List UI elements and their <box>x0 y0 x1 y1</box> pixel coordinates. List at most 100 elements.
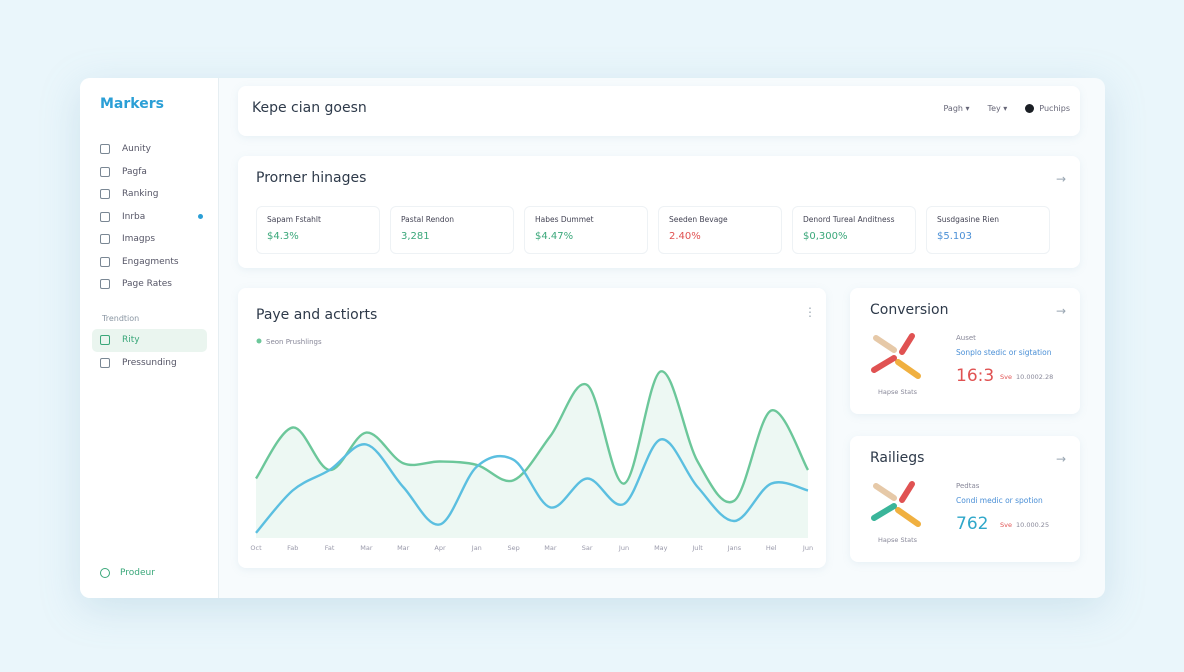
nav-icon <box>100 335 110 346</box>
nav-label: Pagfa <box>122 166 147 177</box>
line <box>255 438 809 534</box>
x-tick-label: Apr <box>434 544 446 552</box>
nav-item[interactable]: Imagps <box>92 228 207 251</box>
nav-label: Rity <box>122 335 140 346</box>
x-tick-label: Jult <box>691 544 703 552</box>
kpi: Sapam Fstahlt $4.3% <box>256 206 380 254</box>
caption: Hapse Stats <box>878 388 918 396</box>
kpi-value: 3,281 <box>401 231 430 242</box>
nav-item[interactable]: Page Rates <box>92 273 207 296</box>
x-tick-label: Mar <box>397 544 410 552</box>
nav-icon <box>100 211 110 222</box>
nav-icon <box>100 279 110 290</box>
dropdown[interactable]: Tey ▾ <box>987 104 1008 113</box>
side-card: Railiegs → Pedtas Condi medic or spotion 762… <box>850 436 1080 562</box>
badge <box>198 214 203 220</box>
card-title: Conversion <box>870 302 949 318</box>
kpi: Habes Dummet $4.47% <box>524 206 648 254</box>
user-menu[interactable]: Puchips <box>1025 104 1070 113</box>
kpi-value: $4.47% <box>535 231 574 242</box>
x-tick-label: Fat <box>325 544 335 552</box>
avatar <box>1025 104 1035 113</box>
nav-icon <box>100 357 110 368</box>
x-tick-label: Jans <box>727 544 742 552</box>
kpi-label: Susdgasine Rien <box>937 215 999 224</box>
nav-label: Imagps <box>122 234 156 245</box>
nav-item[interactable]: Pagfa <box>92 161 207 184</box>
big-number: 762 <box>956 514 989 534</box>
x-tick-label: Hel <box>766 544 777 552</box>
legend-label: Seon Prushlings <box>266 338 322 346</box>
kpi-label: Habes Dummet <box>535 215 594 224</box>
tag: Sve <box>1000 373 1012 381</box>
dropdown[interactable]: Pagh ▾ <box>943 104 970 113</box>
kpi-label: Pastal Rendon <box>401 215 455 224</box>
icon <box>871 481 921 527</box>
nav-label: Inrba <box>122 211 146 222</box>
icon <box>871 333 921 379</box>
caption: Hapse Stats <box>878 536 918 544</box>
sidebar: Markers Aunity Pagfa Ranking Inrba Imagps Eng… <box>80 78 219 598</box>
x-tick-label: Jun <box>802 544 813 552</box>
nav-icon <box>100 166 110 177</box>
link[interactable]: Sonplo stedic or sigtation <box>956 348 1052 357</box>
kpi-label: Sapam Fstahlt <box>267 215 321 224</box>
x-tick-label: Oct <box>250 544 262 552</box>
page-title: Kepe cian goesn <box>252 100 367 116</box>
nav-label: Page Rates <box>122 279 172 290</box>
nav-item[interactable]: Engagments <box>92 251 207 274</box>
card-title: Railiegs <box>870 450 925 466</box>
kpi: Seeden Bevage 2.40% <box>658 206 782 254</box>
nav-icon <box>100 234 110 245</box>
nav: Aunity Pagfa Ranking Inrba Imagps Engagments P… <box>92 138 207 296</box>
meta: 10.000.25 <box>1016 521 1050 529</box>
arrow-button[interactable]: → <box>1055 304 1066 318</box>
x-tick-label: Sar <box>582 544 593 552</box>
label: Auset <box>956 334 976 342</box>
nav-item[interactable]: Pressunding <box>92 352 207 375</box>
brand[interactable]: Markers <box>100 96 164 112</box>
side-card: Conversion → Auset Sonplo stedic or sigtati… <box>850 288 1080 414</box>
tag: Sve <box>1000 521 1012 529</box>
nav-label: Ranking <box>122 189 159 200</box>
x-tick-label: May <box>654 544 668 552</box>
x-tick-label: Fab <box>287 544 298 552</box>
chart: Paye and actiorts ⋮ Seon Prushlings Oct Fab F… <box>250 305 816 552</box>
kpi: Denord Tureal Anditness $0,300% <box>792 206 916 254</box>
meta: 10.0002.28 <box>1016 373 1054 381</box>
kpi: Pastal Rendon 3,281 <box>390 206 514 254</box>
header: Kepe cian goesn Pagh ▾ Tey ▾ Puchips <box>238 86 1080 136</box>
nav-label: Engagments <box>122 256 179 267</box>
chart-title: Paye and actiorts <box>256 307 377 323</box>
x-tick-label: Jun <box>618 544 629 552</box>
app-window: Markers Aunity Pagfa Ranking Inrba Imagps Eng… <box>80 78 1105 598</box>
kpi: Susdgasine Rien $5.103 <box>926 206 1050 254</box>
x-tick-label: Sep <box>507 544 519 552</box>
x-tick-label: Jan <box>471 544 482 552</box>
dropdown-label: Tey <box>987 104 1001 113</box>
label: Pedtas <box>956 482 980 490</box>
controls: Pagh ▾ Tey ▾ Puchips <box>943 104 1070 113</box>
nav-item[interactable]: Rity <box>92 329 207 352</box>
nav-icon <box>100 189 110 200</box>
dropdown-label: Pagh <box>943 104 963 113</box>
chart-card: Paye and actiorts ⋮ Seon Prushlings Oct Fab F… <box>238 288 826 568</box>
kpi-card: Prorner hinages → Sapam Fstahlt $4.3% Past… <box>238 156 1080 268</box>
nav-item[interactable]: Aunity <box>92 138 207 161</box>
x-tick-label: Mar <box>544 544 557 552</box>
link[interactable]: Condi medic or spotion <box>956 496 1043 505</box>
kpi-value: $4.3% <box>267 231 299 242</box>
nav-item[interactable]: Ranking <box>92 183 207 206</box>
x-tick-label: Mar <box>360 544 373 552</box>
kpi-row: Sapam Fstahlt $4.3% Pastal Rendon 3,281 Habe… <box>256 206 1050 254</box>
big-number: 16:3 <box>956 366 995 386</box>
footer-link[interactable]: Prodeur <box>100 568 155 578</box>
arrow-button[interactable]: → <box>1055 172 1066 186</box>
kpi-label: Seeden Bevage <box>669 215 728 224</box>
nav: Rity Pressunding <box>92 329 207 374</box>
legend-dot <box>256 338 262 344</box>
nav-label: Aunity <box>122 144 151 155</box>
nav-item[interactable]: Inrba <box>92 206 207 229</box>
arrow-button[interactable]: → <box>1055 452 1066 466</box>
